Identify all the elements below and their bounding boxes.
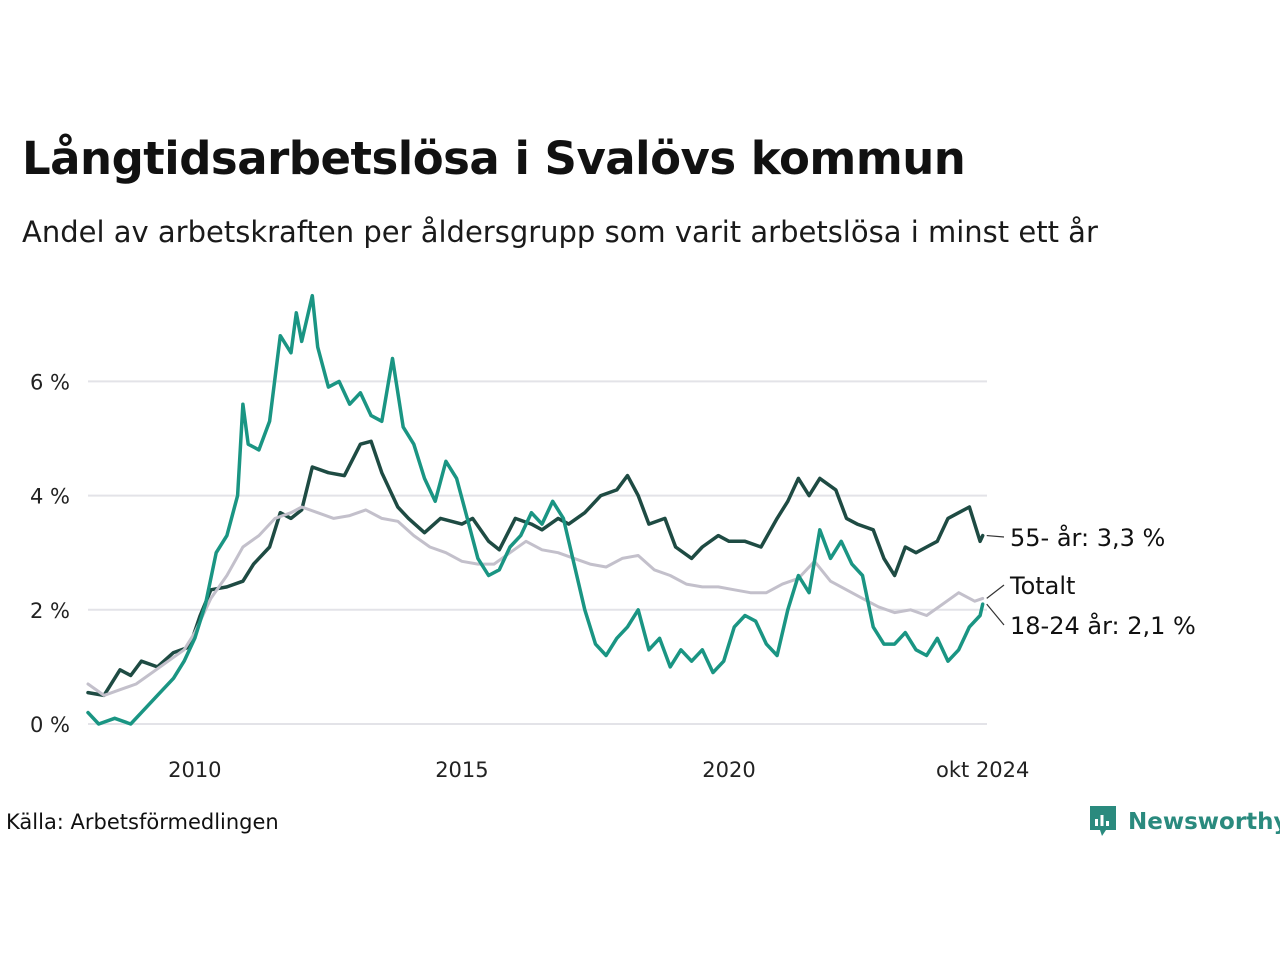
source-note: Källa: Arbetsförmedlingen (6, 810, 279, 834)
x-tick-label-1: 2015 (435, 758, 488, 782)
series-line-age_55 (86, 439, 985, 698)
end-label-age_18_24: 18-24 år: 2,1 % (1010, 611, 1196, 640)
leader-line-total (986, 584, 1005, 599)
chart-title: Långtidsarbetslösa i Svalövs kommun (22, 132, 966, 185)
chart-subtitle: Andel av arbetskraften per åldersgrupp s… (22, 215, 1098, 249)
y-tick-label-0: 0 % (30, 713, 70, 737)
x-tick-label-0: 2010 (168, 758, 221, 782)
y-tick-label-3: 6 % (30, 370, 70, 394)
x-tick-label-3: okt 2024 (936, 758, 1029, 782)
end-label-age_55: 55- år: 3,3 % (1010, 523, 1165, 552)
y-tick-label-2: 4 % (30, 485, 70, 509)
series-line-total (86, 505, 985, 697)
leader-line-age_55 (986, 534, 1005, 538)
newsworthy-icon (1090, 806, 1116, 836)
leader-line-age_18_24 (986, 603, 1005, 626)
end-label-total: Totalt (1009, 572, 1075, 600)
series-line-age_18_24 (86, 293, 985, 726)
x-tick-label-2: 2020 (702, 758, 755, 782)
brand-logo: Newsworthy (1088, 804, 1280, 840)
y-tick-label-1: 2 % (30, 599, 70, 623)
brand-name: Newsworthy (1128, 809, 1280, 835)
